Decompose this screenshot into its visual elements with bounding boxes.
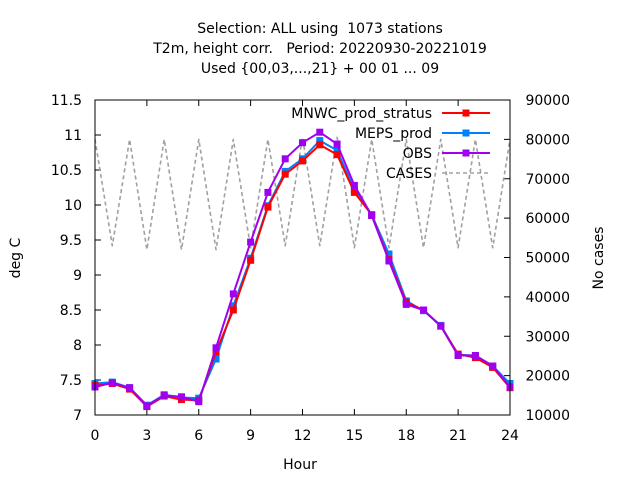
data-point-obs <box>177 393 185 401</box>
y-tick-label: 7 <box>73 408 82 424</box>
y-tick-label: 11 <box>64 128 82 144</box>
x-tick-label: 9 <box>246 428 255 444</box>
x-tick-label: 3 <box>142 428 151 444</box>
x-tick-label: 0 <box>91 428 100 444</box>
data-point-mnwc-prod-stratus <box>229 306 237 314</box>
legend-label-mnwc-prod-stratus: MNWC_prod_stratus <box>291 106 432 122</box>
data-point-obs <box>489 362 497 370</box>
data-point-obs <box>247 238 255 246</box>
data-point-obs <box>229 290 237 298</box>
legend-label-obs: OBS <box>403 146 432 162</box>
y2-tick-label: 30000 <box>525 329 570 345</box>
y2-axis-label: No cases <box>591 227 607 290</box>
data-point-obs <box>212 344 220 352</box>
y2-tick-label: 50000 <box>525 251 570 267</box>
x-tick-label: 18 <box>397 428 415 444</box>
data-point-obs <box>437 322 445 330</box>
chart-title-line-1: Selection: ALL using 1073 stations <box>197 21 443 37</box>
data-point-obs <box>281 155 289 163</box>
y2-tick-label: 60000 <box>525 211 570 227</box>
data-point-obs <box>108 379 116 387</box>
data-point-obs <box>195 398 203 406</box>
data-point-obs <box>333 140 341 148</box>
x-axis-label: Hour <box>283 457 317 473</box>
chart-title-line-3: Used {00,03,...,21} + 00 01 ... 09 <box>200 61 440 77</box>
data-point-obs <box>160 391 168 399</box>
data-point-mnwc-prod-stratus <box>281 170 289 178</box>
y2-tick-label: 90000 <box>525 93 570 109</box>
data-point-mnwc-prod-stratus <box>247 256 255 264</box>
y-tick-label: 8 <box>73 338 82 354</box>
y-tick-label: 9 <box>73 268 82 284</box>
data-point-obs <box>350 181 358 189</box>
data-point-meps-prod <box>229 302 237 310</box>
legend-label-cases: CASES <box>386 166 432 182</box>
data-point-obs <box>264 188 272 196</box>
data-point-obs <box>368 212 376 219</box>
data-point-mnwc-prod-stratus <box>212 348 220 356</box>
data-point-obs <box>471 352 479 359</box>
y2-tick-label: 70000 <box>525 172 570 188</box>
data-point-mnwc-prod-stratus <box>316 141 324 149</box>
data-point-obs <box>299 139 306 147</box>
data-point-meps-prod <box>333 146 341 154</box>
data-point-obs <box>126 384 134 392</box>
data-point-obs <box>143 402 151 410</box>
series-line-cases <box>94 136 511 251</box>
y2-tick-label: 80000 <box>525 132 570 148</box>
legend: MNWC_prod_stratus MEPS_prod OBS CASES <box>291 106 490 182</box>
data-point-mnwc-prod-stratus <box>333 151 341 159</box>
chart-title-line-2: T2m, height corr. Period: 20220930-20221… <box>153 41 487 57</box>
legend-marker-mnwc-prod-stratus <box>462 109 470 117</box>
data-point-meps-prod <box>212 355 220 363</box>
y2-tick-label: 20000 <box>525 369 570 385</box>
plot-frame <box>94 99 511 416</box>
y2-tick-label: 10000 <box>525 408 570 424</box>
x-tick-label: 24 <box>501 428 519 444</box>
data-point-mnwc-prod-stratus <box>299 157 306 165</box>
y-tick-label: 8.5 <box>60 303 82 319</box>
x-tick-label: 21 <box>449 428 467 444</box>
y-axis-label: deg C <box>8 237 24 278</box>
data-point-mnwc-prod-stratus <box>350 188 358 196</box>
legend-marker-meps-prod <box>462 129 470 137</box>
y-tick-label: 10 <box>64 198 82 214</box>
x-tick-label: 12 <box>294 428 312 444</box>
series-line-obs <box>94 131 511 407</box>
y2-tick-label: 40000 <box>525 290 570 306</box>
legend-label-meps-prod: MEPS_prod <box>355 126 432 142</box>
y-tick-label: 9.5 <box>60 233 82 249</box>
data-point-meps-prod <box>385 250 393 258</box>
data-point-meps-prod <box>316 137 324 145</box>
data-point-obs <box>316 128 324 136</box>
y-tick-label: 11.5 <box>51 93 82 109</box>
y-tick-label: 7.5 <box>60 373 82 389</box>
data-point-mnwc-prod-stratus <box>264 203 272 211</box>
y-tick-label: 10.5 <box>51 163 82 179</box>
x-tick-label: 15 <box>345 428 363 444</box>
data-point-obs <box>385 257 393 265</box>
data-point-obs <box>402 300 410 308</box>
data-point-obs <box>420 306 428 314</box>
data-point-obs <box>454 352 462 359</box>
x-tick-label: 6 <box>194 428 203 444</box>
legend-marker-obs <box>462 149 470 157</box>
